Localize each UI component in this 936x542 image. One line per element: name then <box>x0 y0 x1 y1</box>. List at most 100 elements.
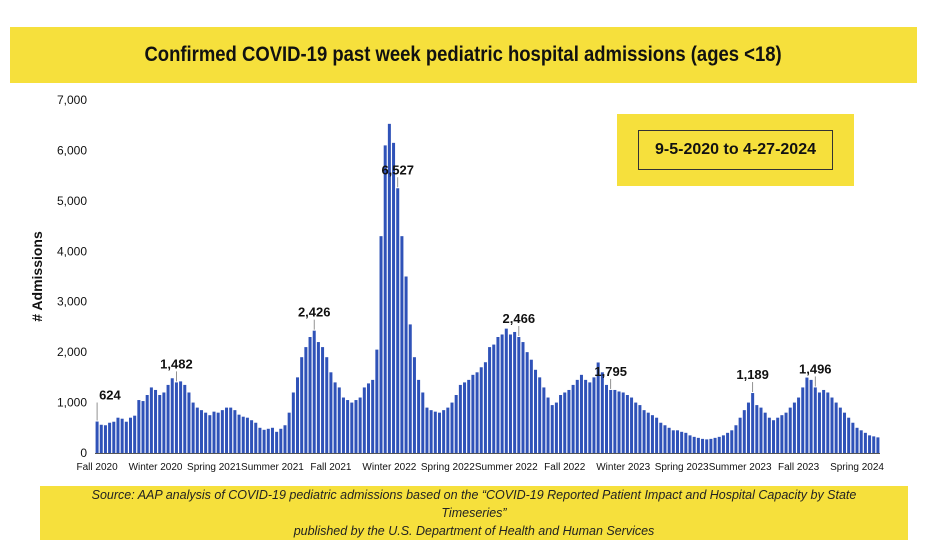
bar <box>325 357 329 453</box>
bar <box>809 379 813 453</box>
bar-series <box>95 123 880 454</box>
y-axis: 0 1,000 2,000 3,000 4,000 5,000 6,000 7,000 # Ad… <box>29 93 87 460</box>
x-tick-label: Fall 2021 <box>310 462 352 473</box>
bar <box>717 436 721 453</box>
bar <box>408 324 412 453</box>
bar <box>341 397 345 453</box>
bar <box>270 427 274 453</box>
bar <box>116 417 120 453</box>
bar <box>563 392 567 453</box>
bar <box>291 392 295 453</box>
bar <box>442 410 446 453</box>
bar <box>199 410 203 453</box>
bar <box>605 384 609 453</box>
bar <box>396 188 400 453</box>
bar <box>546 397 550 453</box>
bar <box>767 417 771 453</box>
bar <box>316 342 320 453</box>
source-banner: Source: AAP analysis of COVID-19 pediatr… <box>40 486 908 540</box>
bar <box>692 436 696 453</box>
bar <box>392 142 396 454</box>
y-tick-label: 4,000 <box>57 244 87 258</box>
bar <box>534 369 538 453</box>
bar <box>237 414 241 453</box>
bar <box>329 372 333 453</box>
bar <box>371 379 375 453</box>
bar <box>183 384 187 453</box>
bar <box>308 337 312 453</box>
bar <box>584 379 588 453</box>
data-labels: 624 1,482 2,426 6,527 2,466 1,795 1,189 1,496 31… <box>96 0 902 421</box>
bar <box>529 359 533 453</box>
bar <box>705 439 709 453</box>
bar <box>220 410 224 453</box>
bar <box>830 397 834 453</box>
bar <box>742 410 746 453</box>
source-line-2: published by the U.S. Department of Heal… <box>293 524 655 538</box>
bar <box>696 437 700 453</box>
bar <box>721 435 725 453</box>
source-line-1: Source: AAP analysis of COVID-19 pediatr… <box>91 488 857 520</box>
data-label: 310 <box>880 0 902 3</box>
data-label: 1,482 <box>160 356 193 371</box>
bar <box>826 392 830 453</box>
bar <box>417 379 421 453</box>
bar <box>446 407 450 453</box>
bar <box>751 393 755 453</box>
bar <box>600 372 604 453</box>
bar <box>279 428 283 453</box>
bar <box>755 405 759 453</box>
bar <box>350 402 354 453</box>
bar <box>592 377 596 453</box>
bar <box>321 347 325 453</box>
bar <box>492 344 496 453</box>
bar <box>191 402 195 453</box>
bar <box>429 410 433 453</box>
x-tick-label: Fall 2020 <box>77 462 119 473</box>
y-axis-label: # Admissions <box>29 231 45 322</box>
bar <box>204 412 208 453</box>
bar <box>296 377 300 453</box>
bar <box>375 349 379 453</box>
bar <box>822 389 826 453</box>
bar <box>458 384 462 453</box>
bar <box>504 328 508 453</box>
bar <box>225 407 229 453</box>
x-tick-label: Spring 2022 <box>421 462 475 473</box>
bar <box>187 392 191 453</box>
bar <box>655 417 659 453</box>
bar <box>538 377 542 453</box>
y-tick-label: 3,000 <box>57 295 87 309</box>
source-text: Source: AAP analysis of COVID-19 pediatr… <box>74 486 874 540</box>
x-axis: Fall 2020 Winter 2020 Spring 2021 Summer 20… <box>77 453 884 473</box>
bar <box>638 405 642 453</box>
bar <box>588 382 592 453</box>
bar <box>713 437 717 453</box>
x-tick-label: Summer 2022 <box>475 462 538 473</box>
bar <box>433 411 437 453</box>
data-label: 1,795 <box>594 364 627 379</box>
bar <box>467 379 471 453</box>
bar <box>659 422 663 453</box>
date-range-box: 9-5-2020 to 4-27-2024 <box>617 114 854 186</box>
bar <box>300 357 304 453</box>
bar <box>855 427 859 453</box>
bar <box>216 412 220 453</box>
chart-title: Confirmed COVID-19 past week pediatric h… <box>144 43 783 66</box>
bar <box>834 402 838 453</box>
bar <box>304 347 308 453</box>
bar <box>463 382 467 453</box>
bar <box>859 430 863 453</box>
bar <box>630 397 634 453</box>
bar <box>95 421 99 453</box>
bar <box>404 276 408 453</box>
bar <box>571 384 575 453</box>
bar <box>358 397 362 453</box>
bar <box>738 417 742 453</box>
bar <box>149 387 153 453</box>
bar <box>346 400 350 453</box>
bar <box>709 438 713 453</box>
x-tick-label: Winter 2020 <box>129 462 183 473</box>
bar <box>412 357 416 453</box>
bar <box>254 422 258 453</box>
